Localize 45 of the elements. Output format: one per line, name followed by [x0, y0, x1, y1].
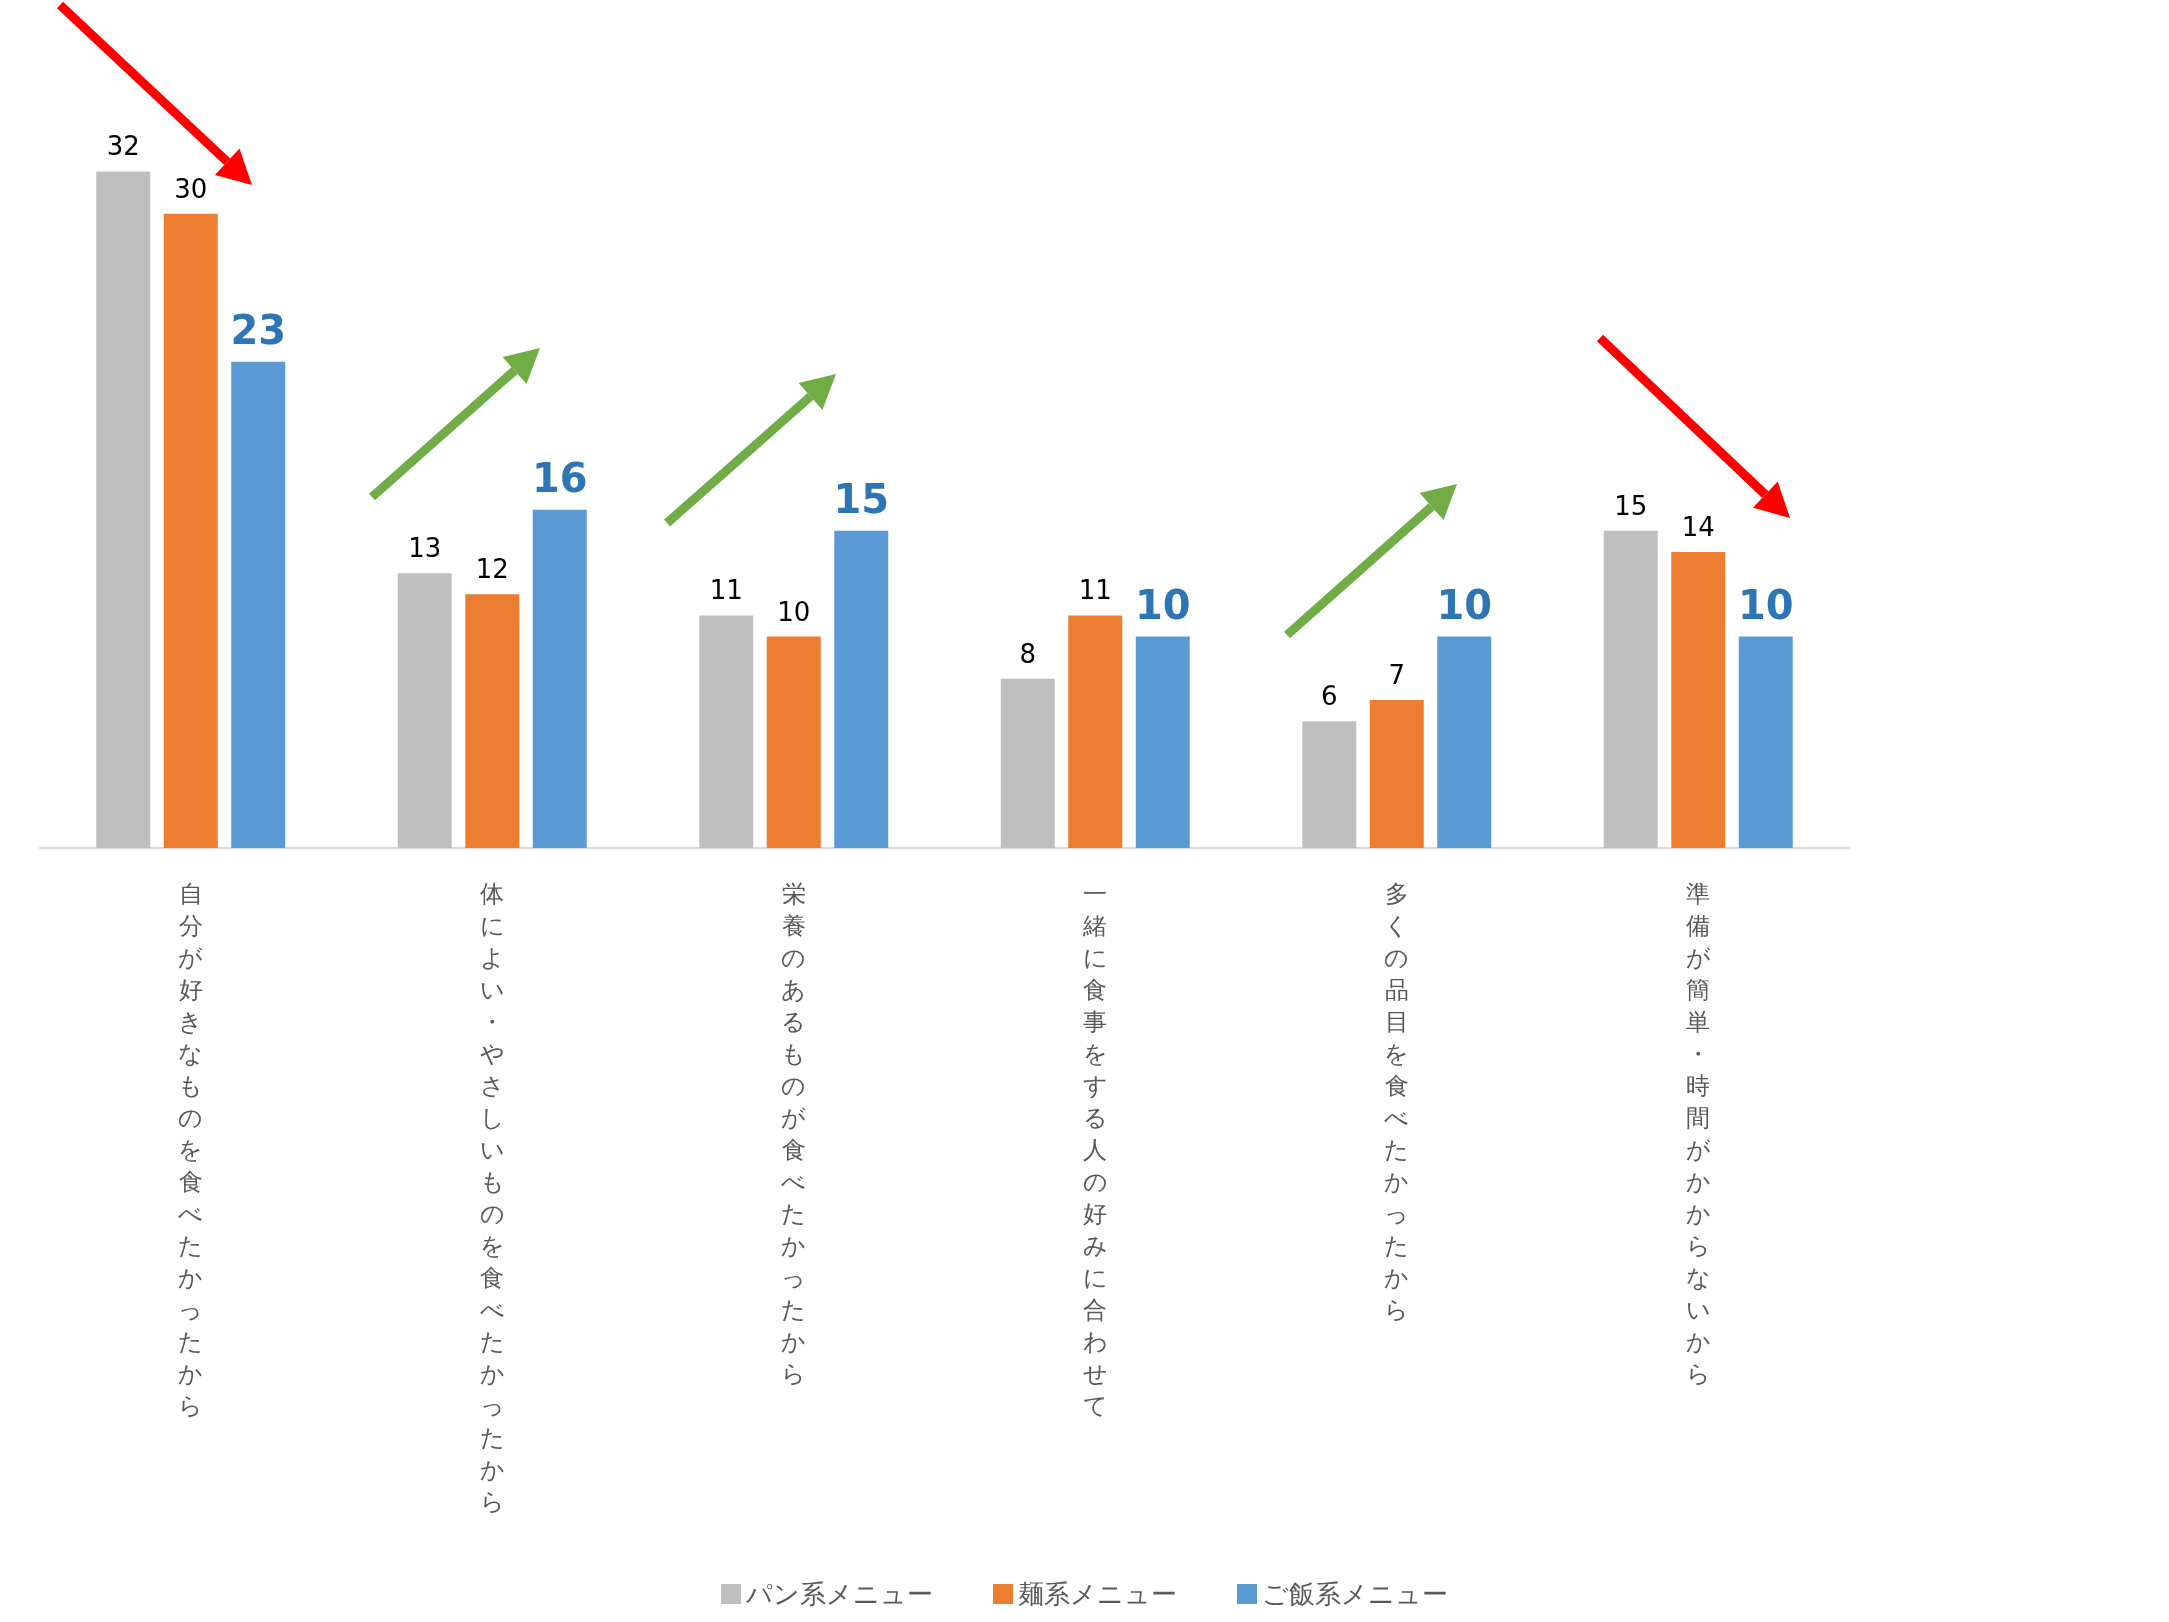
bar — [1437, 636, 1492, 848]
bar — [163, 213, 218, 848]
data-label: 10 — [1436, 581, 1493, 628]
data-label: 32 — [106, 131, 140, 162]
bar — [1068, 615, 1123, 848]
data-label: 15 — [833, 475, 890, 522]
bar — [766, 636, 821, 848]
legend-label: ご飯系メニュー — [1262, 1579, 1448, 1609]
legend-label: パン系メニュー — [745, 1579, 933, 1609]
bar — [1738, 636, 1793, 848]
bar — [231, 361, 286, 848]
data-label: 15 — [1614, 490, 1648, 521]
bar — [1000, 678, 1055, 848]
data-label: 30 — [174, 173, 208, 204]
data-label: 12 — [475, 554, 509, 585]
data-label: 23 — [230, 306, 287, 353]
data-label: 16 — [531, 454, 588, 501]
bar — [1135, 636, 1190, 848]
category-label: 自分が好きなものを食べたかったから — [178, 880, 204, 1420]
data-label: 10 — [1134, 581, 1191, 628]
bar — [1302, 721, 1357, 848]
bar — [532, 509, 587, 848]
bar — [397, 573, 452, 848]
bar — [1603, 530, 1658, 848]
data-label: 8 — [1019, 638, 1037, 669]
bar — [834, 530, 889, 848]
category-label: 体によい・やさしいものを食べたかったから — [479, 880, 505, 1516]
bar — [699, 615, 754, 848]
data-label: 6 — [1320, 681, 1338, 712]
bar — [465, 594, 520, 848]
legend-label: 麺系メニュー — [1018, 1579, 1177, 1609]
category-label: 栄養のあるものが食べたかったから — [781, 880, 807, 1388]
data-label: 11 — [1078, 575, 1112, 606]
category-label: 一緒に食事をする人の好みに合わせて — [1082, 880, 1108, 1420]
data-label: 7 — [1388, 660, 1406, 690]
bar — [1369, 700, 1424, 848]
bar — [1671, 552, 1726, 848]
data-label: 13 — [408, 533, 442, 564]
data-label: 10 — [1737, 581, 1794, 628]
bar — [96, 171, 151, 848]
data-label: 10 — [777, 596, 811, 627]
data-label: 14 — [1681, 512, 1715, 542]
data-label: 11 — [709, 575, 743, 606]
category-label: 多くの品目を食べたかったから — [1384, 880, 1410, 1324]
category-label: 準備が簡単・時間がかからないから — [1685, 880, 1711, 1388]
